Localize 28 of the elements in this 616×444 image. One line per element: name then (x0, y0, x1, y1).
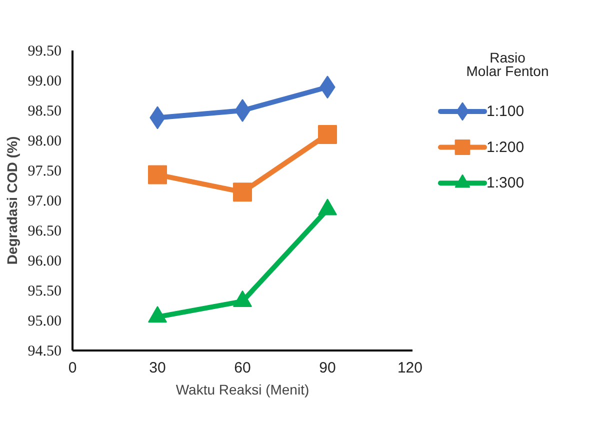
y-tick-label: 99.00 (28, 74, 62, 90)
y-tick-label: 95.50 (28, 284, 62, 300)
y-tick-label: 96.00 (28, 254, 62, 270)
point (233, 182, 252, 202)
legend-label: 1:300 (486, 174, 524, 192)
y-tick-label: 96.50 (28, 224, 62, 240)
x-tick-label: 60 (234, 360, 251, 376)
y-tick-label: 98.50 (28, 104, 62, 120)
y-tick-label: 97.00 (28, 194, 62, 210)
x-tick-label: 120 (397, 360, 423, 376)
point (148, 306, 167, 323)
point (318, 125, 337, 144)
point (148, 165, 167, 184)
point (318, 198, 337, 216)
legend-label: 1:200 (486, 138, 524, 156)
x-tick-label: 90 (319, 360, 336, 376)
x-axis-title: Waktu Reaksi (Menit) (176, 382, 310, 398)
y-tick-label: 99.50 (28, 44, 62, 60)
point (233, 290, 252, 307)
y-axis-title: Degradasi COD (%) (4, 136, 20, 265)
x-tick-label: 0 (68, 360, 77, 376)
legend-label: 1:100 (486, 102, 524, 120)
y-tick-label: 98.00 (28, 134, 62, 150)
legend-title: Rasio Molar Fenton (466, 49, 549, 80)
y-tick-label: 94.50 (28, 344, 62, 360)
y-tick-label: 95.00 (28, 314, 62, 330)
y-tick-label: 97.50 (28, 164, 62, 180)
x-tick-label: 30 (149, 360, 166, 376)
